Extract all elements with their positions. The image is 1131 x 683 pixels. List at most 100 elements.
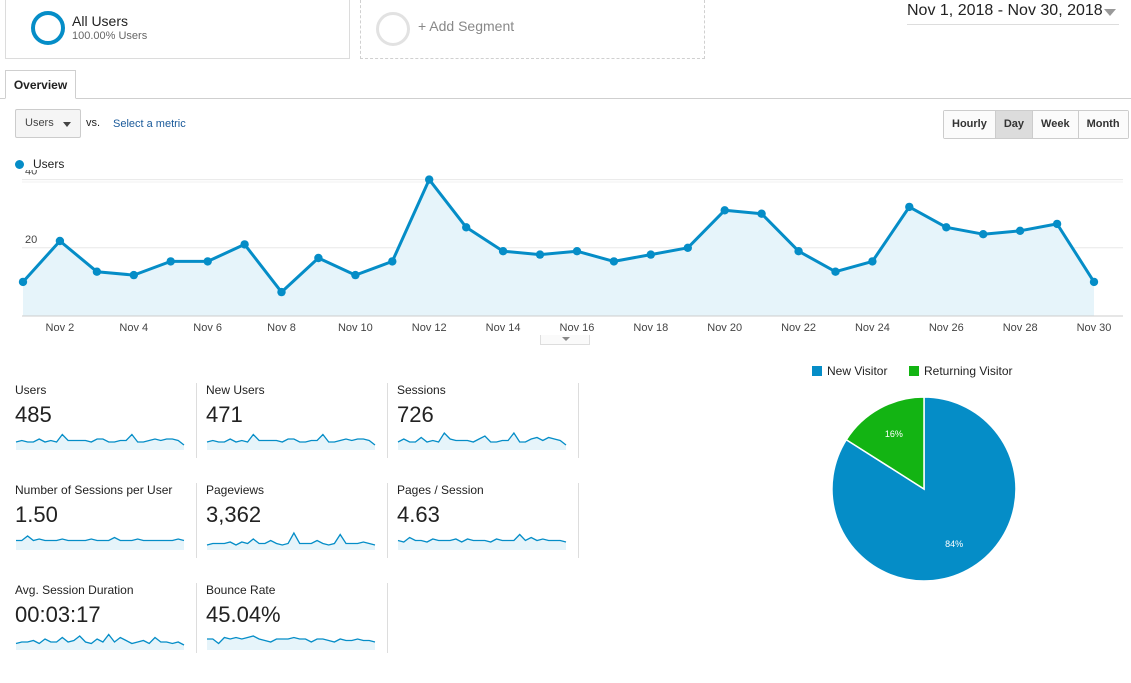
chart-collapse-handle[interactable] (540, 335, 590, 345)
segment-title: All Users (72, 13, 129, 29)
segment-subtitle: 100.00% Users (72, 30, 148, 42)
sparkline-area (207, 636, 375, 650)
metric-label: Pages / Session (397, 483, 484, 497)
data-point (831, 267, 840, 276)
data-point (646, 250, 655, 259)
x-tick-label: Nov 8 (267, 322, 296, 334)
segment-ring-icon (31, 11, 65, 45)
tile-divider (578, 383, 579, 458)
metric-dropdown-label: Users (25, 117, 54, 129)
x-tick-label: Nov 14 (486, 322, 521, 334)
metric-tile[interactable]: Sessions 726 (397, 383, 588, 483)
data-point (388, 257, 397, 266)
metric-value: 471 (206, 402, 243, 427)
users-line-chart: 20 40 Nov 2 Nov 4 Nov 6 Nov 8 Nov 10 Nov 12 Nov … (18, 170, 1123, 334)
sparkline-line (15, 633, 185, 646)
metric-sparkline (15, 433, 185, 450)
date-range-label: Nov 1, 2018 - Nov 30, 2018 (907, 2, 1103, 19)
sparkline-line (206, 531, 376, 546)
data-point (351, 270, 360, 280)
metric-value: 45.04% (206, 602, 281, 627)
users-legend-swatch (15, 160, 24, 169)
sparkline-area (207, 533, 375, 550)
metric-value: 4.63 (397, 502, 440, 527)
metric-value: 00:03:17 (15, 602, 101, 627)
chevron-down-icon (1104, 9, 1116, 16)
tile-divider (387, 483, 388, 558)
data-point (1089, 277, 1099, 287)
users-area (23, 179, 1094, 316)
metric-label: Number of Sessions per User (15, 483, 173, 497)
metric-value: 3,362 (206, 502, 262, 527)
x-tick-label: Nov 30 (1077, 322, 1112, 334)
caret-down-icon (63, 122, 71, 127)
new-visitor-legend-label: New Visitor (827, 364, 888, 378)
data-point (1015, 226, 1025, 235)
week-button[interactable]: Week (1033, 111, 1079, 138)
data-point (609, 257, 619, 266)
x-tick-label: Nov 10 (338, 322, 373, 334)
y-tick-label: 20 (25, 234, 37, 246)
x-tick-label: Nov 2 (46, 322, 75, 334)
x-tick-label: Nov 26 (929, 322, 964, 334)
metric-value: 726 (397, 402, 434, 427)
data-point (757, 209, 766, 218)
data-point (905, 202, 914, 212)
date-range-picker[interactable]: Nov 1, 2018 - Nov 30, 2018 (907, 2, 1119, 25)
tab-overview[interactable]: Overview (5, 70, 76, 99)
data-point (166, 257, 175, 266)
data-point (129, 270, 138, 280)
tile-divider (196, 583, 197, 653)
metric-dropdown[interactable]: Users (15, 109, 81, 138)
data-point (979, 230, 988, 239)
day-button[interactable]: Day (995, 111, 1034, 138)
metric-tile[interactable]: Bounce Rate 45.04% (206, 583, 397, 683)
sparkline-line (16, 535, 185, 542)
data-point (942, 223, 951, 232)
tile-divider (387, 383, 388, 458)
metric-tile[interactable]: Avg. Session Duration 00:03:17 (15, 583, 206, 683)
x-tick-label: Nov 20 (707, 322, 742, 334)
pie-slice-label: 16% (885, 429, 903, 439)
sparkline-area (16, 634, 184, 650)
sparkline-area (16, 434, 184, 450)
metric-sparkline (397, 533, 567, 550)
y-tick-label: 40 (25, 170, 37, 178)
metric-value: 1.50 (15, 502, 58, 527)
metric-tile[interactable]: Number of Sessions per User 1.50 (15, 483, 206, 583)
data-point (18, 277, 28, 287)
data-point (55, 236, 65, 246)
pie-slice (845, 396, 925, 491)
metric-label: Users (15, 383, 47, 397)
metric-tile[interactable]: New Users 471 (206, 383, 397, 483)
select-metric-link[interactable]: Select a metric (113, 118, 186, 130)
hourly-button[interactable]: Hourly (944, 111, 996, 138)
x-tick-label: Nov 18 (633, 322, 668, 334)
data-point (683, 243, 692, 252)
metric-sparkline (207, 635, 376, 650)
vs-label: vs. (86, 117, 101, 129)
metric-tile[interactable]: Pageviews 3,362 (206, 483, 397, 583)
tile-divider (578, 483, 579, 558)
metric-value: 485 (15, 402, 52, 427)
data-point (462, 223, 471, 232)
caret-down-icon (562, 337, 570, 341)
metric-sparkline (206, 531, 376, 550)
metric-tile[interactable]: Users 485 (15, 383, 206, 483)
data-point (572, 247, 582, 256)
data-point (868, 257, 877, 266)
data-point (1052, 219, 1062, 229)
sparkline-line (397, 533, 567, 543)
tile-divider (196, 483, 197, 558)
data-point (240, 240, 249, 249)
add-segment-button[interactable]: + Add Segment (360, 0, 705, 59)
tab-divider (0, 98, 1131, 99)
data-point (92, 267, 102, 276)
metric-tile[interactable]: Pages / Session 4.63 (397, 483, 588, 583)
segment-all-users[interactable]: All Users 100.00% Users (5, 0, 350, 59)
sparkline-line (206, 433, 376, 446)
data-point (314, 253, 323, 263)
tile-divider (196, 383, 197, 458)
visitor-pie-chart: 84% 16% (831, 396, 1017, 582)
month-button[interactable]: Month (1078, 111, 1128, 138)
